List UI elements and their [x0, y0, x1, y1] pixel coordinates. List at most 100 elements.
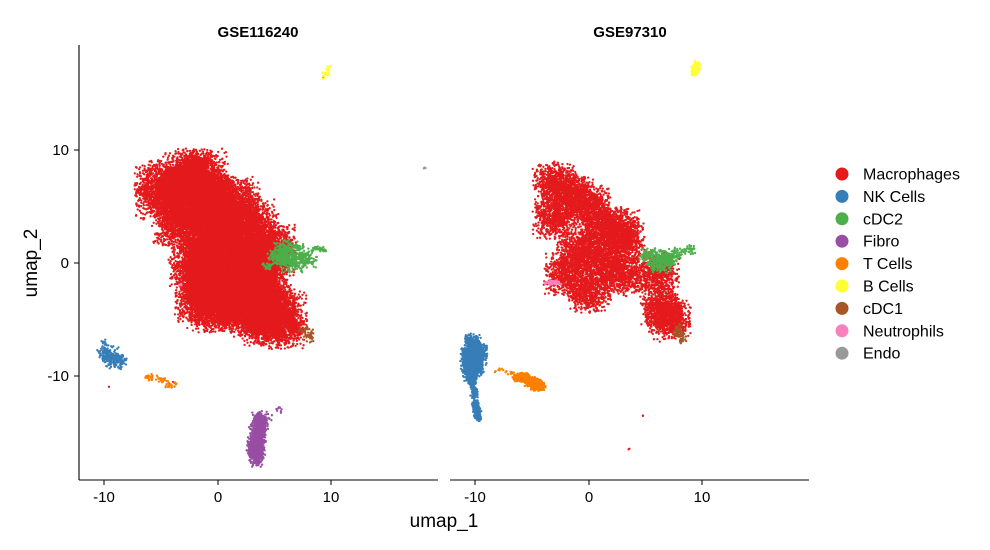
- scatter-point: [143, 167, 145, 169]
- scatter-point: [168, 155, 170, 157]
- scatter-point: [136, 176, 138, 178]
- scatter-point: [139, 178, 141, 180]
- panel-title-right: GSE97310: [593, 24, 666, 41]
- scatter-point: [146, 211, 148, 213]
- scatter-point: [174, 153, 176, 155]
- scatter-point: [218, 161, 220, 163]
- scatter-point: [165, 161, 167, 163]
- scatter-point: [172, 164, 174, 166]
- scatter-point: [158, 242, 160, 244]
- scatter-point: [140, 212, 142, 214]
- scatter-point: [148, 187, 150, 189]
- scatter-point: [146, 191, 148, 193]
- scatter-point: [158, 205, 160, 207]
- scatter-point: [136, 167, 138, 169]
- scatter-point: [193, 148, 195, 150]
- scatter-point: [163, 238, 165, 240]
- scatter-point: [151, 180, 153, 182]
- scatter-point: [210, 156, 212, 158]
- scatter-point: [136, 173, 138, 175]
- scatter-point: [171, 158, 173, 160]
- scatter-point: [161, 170, 163, 172]
- scatter-point: [166, 238, 168, 240]
- scatter-point: [208, 152, 210, 154]
- scatter-point: [152, 165, 154, 167]
- scatter-point: [159, 165, 161, 167]
- scatter-point: [160, 233, 162, 235]
- scatter-point: [200, 154, 202, 156]
- scatter-point: [151, 178, 153, 180]
- scatter-point: [189, 150, 191, 152]
- scatter-point: [145, 199, 147, 201]
- scatter-point: [195, 149, 197, 151]
- scatter-point: [220, 166, 222, 168]
- scatter-point: [134, 188, 136, 190]
- scatter-point: [160, 239, 162, 241]
- scatter-point: [185, 147, 187, 149]
- scatter-point: [181, 159, 183, 161]
- scatter-point: [152, 186, 154, 188]
- scatter-point: [142, 207, 144, 209]
- scatter-point: [152, 172, 154, 174]
- scatter-point: [147, 179, 149, 181]
- scatter-point: [139, 172, 141, 174]
- scatter-point: [179, 153, 181, 155]
- scatter-point: [225, 155, 227, 157]
- scatter-point: [156, 201, 158, 203]
- scatter-point: [203, 148, 205, 150]
- scatter-point: [135, 215, 137, 217]
- scatter-point: [140, 182, 142, 184]
- scatter-point: [136, 195, 138, 197]
- scatter-point: [164, 153, 166, 155]
- scatter-point: [143, 182, 145, 184]
- scatter-point: [155, 164, 157, 166]
- scatter-point: [165, 164, 167, 166]
- scatter-point: [173, 166, 175, 168]
- scatter-point: [174, 150, 176, 152]
- scatter-point: [206, 149, 208, 151]
- scatter-point: [142, 202, 144, 204]
- scatter-point: [150, 196, 152, 198]
- scatter-point: [175, 167, 177, 169]
- scatter-point: [177, 148, 179, 150]
- scatter-point: [138, 168, 140, 170]
- scatter-point: [162, 164, 164, 166]
- scatter-point: [137, 208, 139, 210]
- scatter-point: [137, 192, 139, 194]
- scatter-point: [147, 204, 149, 206]
- scatter-point: [215, 164, 217, 166]
- scatter-point: [174, 239, 176, 241]
- scatter-point: [149, 215, 151, 217]
- scatter-point: [151, 225, 153, 227]
- scatter-points-left: [96, 65, 427, 468]
- scatter-point: [222, 162, 224, 164]
- scatter-point: [215, 154, 217, 156]
- scatter-point: [210, 153, 212, 155]
- scatter-point: [219, 159, 221, 161]
- scatter-point: [150, 160, 152, 162]
- scatter-point: [154, 183, 156, 185]
- scatter-point: [210, 151, 212, 153]
- scatter-point: [145, 195, 147, 197]
- scatter-point: [142, 188, 144, 190]
- scatter-point: [202, 150, 204, 152]
- scatter-point: [140, 190, 142, 192]
- scatter-point: [138, 175, 140, 177]
- scatter-point: [152, 241, 154, 243]
- scatter-point: [137, 204, 139, 206]
- scatter-point: [149, 206, 151, 208]
- scatter-point: [135, 184, 137, 186]
- scatter-point: [162, 156, 164, 158]
- scatter-point: [169, 152, 171, 154]
- scatter-point: [143, 173, 145, 175]
- scatter-point: [148, 169, 150, 171]
- scatter-point: [221, 148, 223, 150]
- scatter-point: [227, 163, 229, 165]
- scatter-point: [140, 202, 142, 204]
- scatter-point: [157, 159, 159, 161]
- scatter-point: [149, 199, 151, 201]
- scatter-point: [190, 152, 192, 154]
- scatter-point: [216, 166, 218, 168]
- scatter-point: [150, 208, 152, 210]
